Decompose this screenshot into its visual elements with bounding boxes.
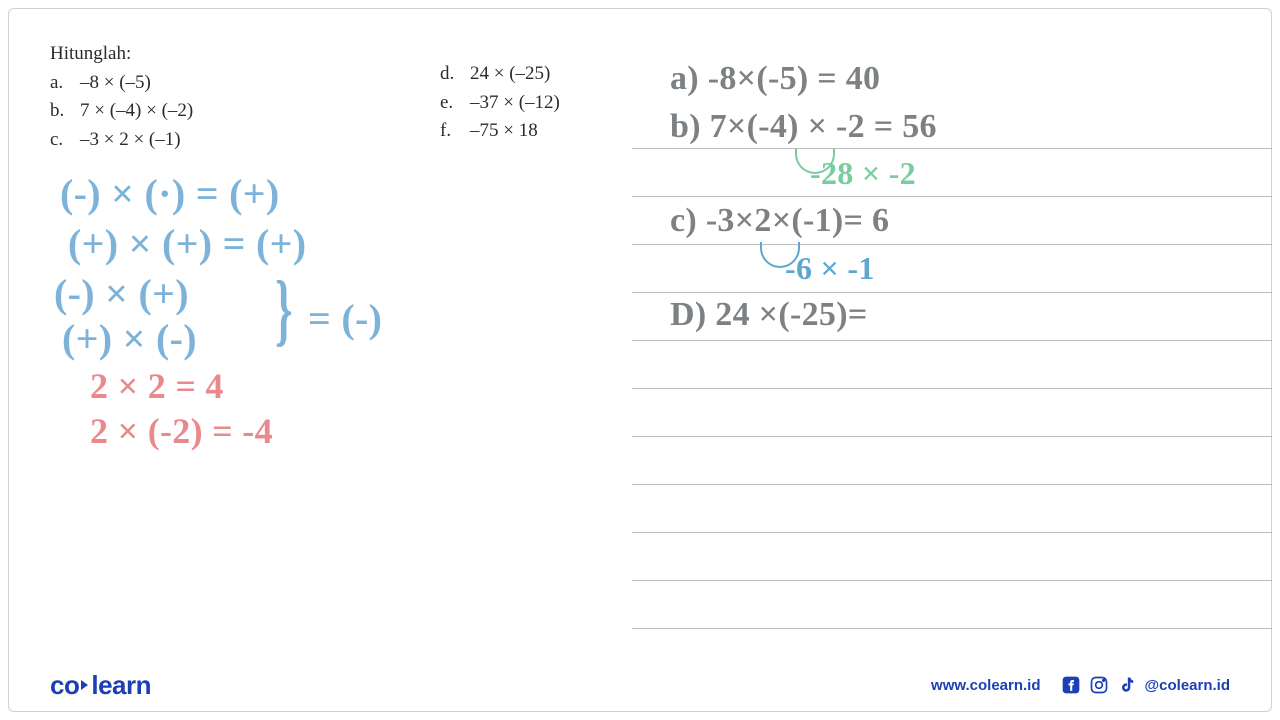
brace-result: = (-): [308, 295, 382, 342]
brace-icon: }: [275, 265, 293, 356]
problem-item: c.–3 × 2 × (–1): [50, 126, 193, 155]
answer-a: a) -8×(-5) = 40: [670, 60, 880, 98]
footer-url: www.colearn.id: [931, 677, 1040, 694]
tiktok-icon: [1117, 675, 1137, 695]
paper-rule: [632, 485, 1272, 533]
content-area: Hitunglah: a.–8 × (–5) b.7 × (–4) × (–2)…: [50, 40, 1230, 650]
item-text: 24 × (–25): [470, 60, 550, 89]
answer-b-step: -28 × -2: [810, 155, 916, 192]
item-text: –37 × (–12): [470, 89, 560, 118]
paper-rule: [632, 437, 1272, 485]
problem-item: d.24 × (–25): [440, 60, 560, 89]
problem-column-left: Hitunglah: a.–8 × (–5) b.7 × (–4) × (–2)…: [50, 40, 193, 154]
footer: co learn www.colearn.id @colearn.id: [50, 670, 1230, 700]
example-1: 2 × 2 = 4: [90, 365, 224, 407]
sign-rule-2: (+) × (+) = (+): [68, 220, 306, 267]
logo-text-left: co: [50, 670, 79, 701]
item-letter: f.: [440, 117, 470, 146]
problem-column-right: d.24 × (–25) e.–37 × (–12) f.–75 × 18: [440, 60, 560, 146]
paper-rule: [632, 245, 1272, 293]
item-letter: e.: [440, 89, 470, 118]
item-text: –75 × 18: [470, 117, 538, 146]
problem-item: f.–75 × 18: [440, 117, 560, 146]
paper-rule: [632, 389, 1272, 437]
item-text: 7 × (–4) × (–2): [80, 97, 193, 126]
sign-rule-1: (-) × (·) = (+): [60, 170, 279, 217]
paper-rule: [632, 341, 1272, 389]
answer-c: c) -3×2×(-1)= 6: [670, 202, 889, 240]
item-text: –3 × 2 × (–1): [80, 126, 181, 155]
footer-right: www.colearn.id @colearn.id: [931, 675, 1230, 695]
item-letter: c.: [50, 126, 80, 155]
logo-text-right: learn: [91, 670, 151, 701]
answer-b: b) 7×(-4) × -2 = 56: [670, 108, 937, 146]
sign-rule-4: (+) × (-): [62, 315, 197, 362]
paper-rule: [632, 149, 1272, 197]
paper-rule: [632, 581, 1272, 629]
lined-paper: [632, 101, 1272, 629]
sign-rule-3: (-) × (+): [54, 270, 189, 317]
instagram-icon: [1089, 675, 1109, 695]
item-letter: b.: [50, 97, 80, 126]
problem-item: a.–8 × (–5): [50, 69, 193, 98]
problem-item: e.–37 × (–12): [440, 89, 560, 118]
play-icon: [81, 680, 88, 690]
problem-item: b.7 × (–4) × (–2): [50, 97, 193, 126]
answer-c-step: -6 × -1: [785, 250, 875, 287]
answer-d: D) 24 ×(-25)=: [670, 296, 868, 334]
item-letter: d.: [440, 60, 470, 89]
paper-rule: [632, 533, 1272, 581]
problem-title: Hitunglah:: [50, 40, 193, 69]
facebook-icon: [1061, 675, 1081, 695]
item-letter: a.: [50, 69, 80, 98]
item-text: –8 × (–5): [80, 69, 151, 98]
social-icons: @colearn.id: [1061, 675, 1230, 695]
footer-handle: @colearn.id: [1145, 677, 1230, 694]
example-2: 2 × (-2) = -4: [90, 410, 273, 452]
brand-logo: co learn: [50, 670, 151, 701]
